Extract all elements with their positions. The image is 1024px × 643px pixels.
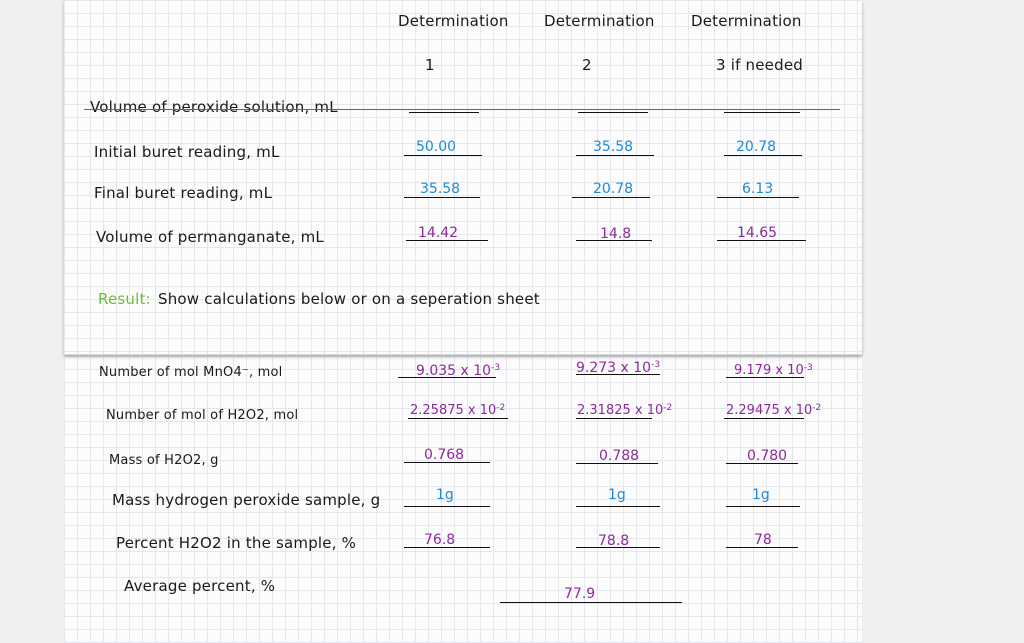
initial-reading-2: 35.58 <box>593 139 634 155</box>
percent-h2o2-3: 78 <box>754 532 772 548</box>
mass-sample-3: 1g <box>752 487 770 503</box>
result-label: Result: <box>98 290 151 308</box>
worksheet-page-top: Determination 1 Determination 2 Determin… <box>64 0 862 355</box>
underline-mass-h2o2-2 <box>576 463 658 464</box>
underline-mass-sample-2 <box>576 506 660 507</box>
underline-mass-sample-1 <box>404 506 490 507</box>
initial-reading-1: 50.00 <box>416 139 457 155</box>
underline-percent-1 <box>404 547 490 548</box>
underline-mno4-3 <box>726 377 804 378</box>
blank-peroxide-volume-2 <box>578 112 648 113</box>
mol-mno4-2: 9.273 x 10-3 <box>576 360 661 376</box>
underline-final-1 <box>404 197 480 198</box>
underline-mass-h2o2-3 <box>726 463 798 464</box>
row-label-average-percent: Average percent, % <box>124 577 276 595</box>
underline-permanganate-3 <box>717 240 806 241</box>
row-label-final-reading: Final buret reading, mL <box>94 184 273 202</box>
underline-mass-h2o2-1 <box>404 462 490 463</box>
final-reading-1: 35.58 <box>420 181 461 197</box>
underline-permanganate-1 <box>406 240 488 241</box>
header-determination-1: Determination <box>398 12 509 30</box>
mass-sample-2: 1g <box>608 487 626 503</box>
header-determination-2-number: 2 <box>582 56 592 74</box>
underline-initial-2 <box>576 155 654 156</box>
header-determination-3: Determination <box>691 12 802 30</box>
result-instruction: Show calculations below or on a seperati… <box>158 290 540 308</box>
header-determination-3-number: 3 if needed <box>716 56 803 74</box>
row-label-mol-h2o2: Number of mol of H2O2, mol <box>106 408 299 423</box>
mass-h2o2-3: 0.780 <box>747 448 788 464</box>
underline-permanganate-2 <box>576 240 652 241</box>
mol-h2o2-3: 2.29475 x 10-2 <box>726 403 822 418</box>
row-label-mass-h2o2: Mass of H2O2, g <box>109 453 219 468</box>
underline-average <box>500 602 682 603</box>
mass-h2o2-2: 0.788 <box>599 448 640 464</box>
underline-percent-2 <box>576 547 660 548</box>
percent-h2o2-1: 76.8 <box>424 532 456 548</box>
blank-peroxide-volume-1 <box>409 112 479 113</box>
percent-h2o2-2: 78.8 <box>598 533 630 549</box>
mol-h2o2-1: 2.25875 x 10-2 <box>410 403 506 418</box>
underline-h2o2-mol-1 <box>408 418 508 419</box>
underline-initial-3 <box>724 155 802 156</box>
row-label-permanganate-volume: Volume of permanganate, mL <box>96 228 324 246</box>
final-reading-3: 6.13 <box>742 181 774 197</box>
underline-h2o2-mol-2 <box>576 418 652 419</box>
underline-mno4-1 <box>398 377 496 378</box>
row-label-peroxide-volume: Volume of peroxide solution, mL <box>90 98 338 116</box>
underline-final-3 <box>717 197 799 198</box>
header-determination-2: Determination <box>544 12 655 30</box>
underline-mno4-2 <box>576 374 660 375</box>
mass-sample-1: 1g <box>436 487 454 503</box>
underline-initial-1 <box>404 155 482 156</box>
mol-mno4-1: 9.035 x 10-3 <box>416 363 501 379</box>
row-label-mol-mno4: Number of mol MnO4⁻, mol <box>99 365 283 380</box>
blank-peroxide-volume-3 <box>724 112 800 113</box>
header-determination-1-number: 1 <box>425 56 435 74</box>
worksheet-page-bottom: Number of mol MnO4⁻, mol 9.035 x 10-3 9.… <box>64 356 862 643</box>
row-label-mass-sample: Mass hydrogen peroxide sample, g <box>112 491 381 509</box>
final-reading-2: 20.78 <box>593 181 634 197</box>
strikethrough-line <box>84 109 840 110</box>
mol-h2o2-2: 2.31825 x 10-2 <box>577 403 673 418</box>
underline-final-2 <box>572 197 650 198</box>
permanganate-volume-2: 14.8 <box>600 226 632 242</box>
average-percent-value: 77.9 <box>564 586 596 602</box>
permanganate-volume-3: 14.65 <box>737 225 778 241</box>
mass-h2o2-1: 0.768 <box>424 447 465 463</box>
permanganate-volume-1: 14.42 <box>418 225 459 241</box>
underline-h2o2-mol-3 <box>724 418 804 419</box>
initial-reading-3: 20.78 <box>736 139 777 155</box>
row-label-initial-reading: Initial buret reading, mL <box>94 143 280 161</box>
row-label-percent-h2o2: Percent H2O2 in the sample, % <box>116 534 357 552</box>
underline-percent-3 <box>726 547 798 548</box>
underline-mass-sample-3 <box>726 506 800 507</box>
mol-mno4-3: 9.179 x 10-3 <box>734 363 813 378</box>
